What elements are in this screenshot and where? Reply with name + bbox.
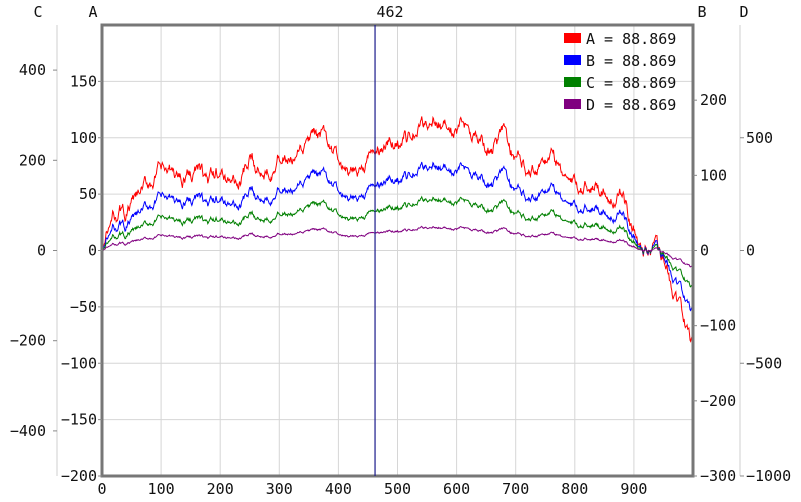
y-tick-label-b: −200 [700,392,736,410]
axis-name-a: A [88,3,97,21]
series-line-d [101,225,694,268]
axis-name-d: D [739,3,748,21]
legend-swatch-d [564,99,581,109]
series-line-c [101,195,694,288]
y-tick-label-b: −300 [700,467,736,485]
y-tick-label-a: 0 [88,242,97,260]
x-tick-label: 800 [561,480,588,498]
x-tick-label: 700 [502,480,529,498]
legend-swatch-b [564,55,581,65]
legend-swatch-a [564,33,581,43]
y-tick-label-d: 0 [746,242,755,260]
y-tick-label-d: 500 [746,129,773,147]
legend-swatch-c [564,77,581,87]
y-tick-label-a: −50 [70,298,97,316]
x-tick-label: 400 [325,480,352,498]
y-tick-label-a: 100 [70,129,97,147]
x-tick-label: 300 [266,480,293,498]
axis-name-c: C [33,3,42,21]
y-tick-label-c: 400 [19,61,46,79]
axes-layer: 0 100 200 300 400 500 600 700 800 900C4002000−200… [10,3,791,498]
x-tick-label: 200 [207,480,234,498]
legend-label-a: A = 88.869 [586,30,676,48]
y-tick-label-c: 200 [19,151,46,169]
series-layer [101,115,694,343]
series-line-b [101,161,694,312]
axis-name-b: B [697,3,706,21]
y-tick-label-a: −100 [61,354,97,372]
legend-label-b: B = 88.869 [586,52,676,70]
x-tick-label: 500 [384,480,411,498]
x-tick-label: 0 [97,480,106,498]
y-tick-label-b: −100 [700,317,736,335]
y-tick-label-c: −200 [10,332,46,350]
y-tick-label-c: −400 [10,422,46,440]
series-line-a [101,115,694,343]
x-tick-label: 100 [148,480,175,498]
y-tick-label-b: 100 [700,166,727,184]
x-tick-label: 600 [443,480,470,498]
y-tick-label-a: −150 [61,411,97,429]
legend: A = 88.869 B = 88.869 C = 88.869 D = 88.869 [564,30,676,114]
y-tick-label-d: −1000 [746,467,791,485]
cursor-label: 462 [376,3,403,21]
y-tick-label-a: −200 [61,467,97,485]
y-tick-label-c: 0 [37,242,46,260]
chart-grid [101,25,693,476]
legend-label-c: C = 88.869 [586,74,676,92]
legend-label-d: D = 88.869 [586,96,676,114]
x-tick-label: 900 [620,480,647,498]
y-tick-label-b: 200 [700,91,727,109]
y-tick-label-d: −500 [746,354,782,372]
y-tick-label-a: 150 [70,72,97,90]
y-tick-label-b: 0 [700,242,709,260]
y-tick-label-a: 50 [79,185,97,203]
